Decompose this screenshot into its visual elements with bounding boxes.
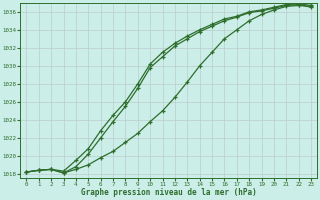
- X-axis label: Graphe pression niveau de la mer (hPa): Graphe pression niveau de la mer (hPa): [81, 188, 257, 197]
